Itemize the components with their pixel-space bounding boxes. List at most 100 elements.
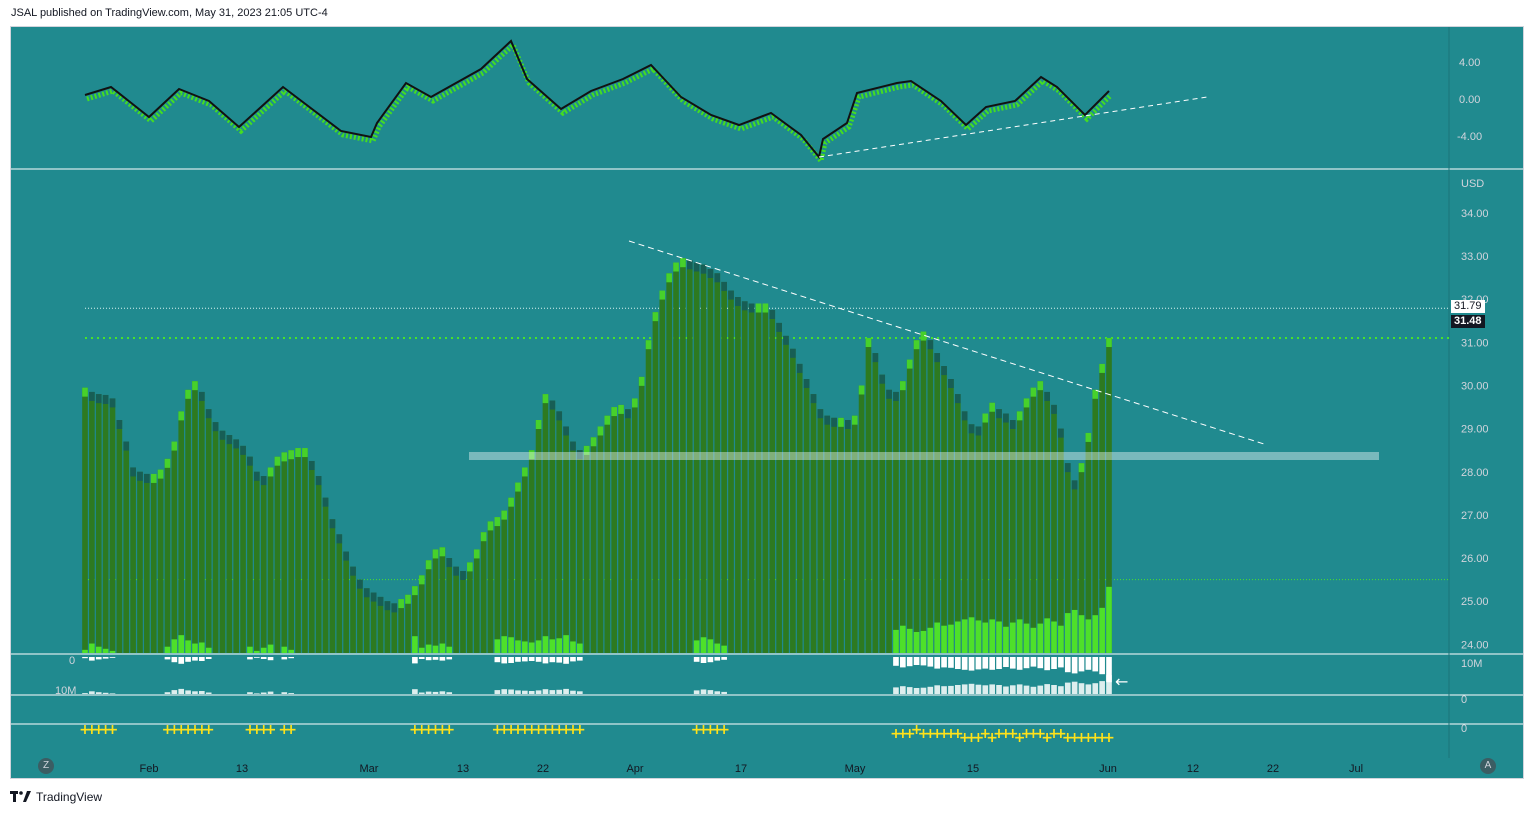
- volume-pane-bar-bottom: [446, 692, 453, 694]
- volume-pane-bar-top: [934, 657, 941, 669]
- price-bar: [989, 402, 995, 653]
- volume-pane-bar-bottom: [968, 683, 975, 694]
- price-bar: [233, 439, 240, 653]
- volume-pane-bar-top: [1016, 657, 1023, 670]
- price-bar-cap: [281, 452, 288, 462]
- date-axis[interactable]: [11, 758, 1524, 779]
- volume-pane-bar-bottom: [927, 686, 934, 694]
- date-axis-label: 12: [1187, 763, 1199, 775]
- price-bar: [1071, 480, 1078, 653]
- volume-pane-bar-bottom: [982, 685, 989, 694]
- price-bar-cap: [769, 309, 776, 319]
- price-bar-cap: [597, 426, 604, 436]
- price-bar-cap: [700, 264, 707, 274]
- price-bar-cap: [824, 415, 831, 425]
- volume-pane-bar-bottom: [89, 691, 95, 694]
- tradingview-icon: [10, 791, 31, 802]
- price-bar-cap: [528, 450, 535, 460]
- price-bar: [295, 448, 301, 653]
- price-bar: [487, 521, 494, 653]
- price-bar: [941, 366, 947, 653]
- price-bar-cap: [82, 387, 88, 397]
- volume-pane-bar-bottom: [95, 692, 102, 694]
- price-bar-cap: [260, 476, 267, 486]
- signal-marker: +: [966, 730, 978, 746]
- price-bar-cap: [625, 409, 631, 419]
- signal-marker: +: [93, 722, 105, 738]
- signal-marker: +: [711, 722, 723, 738]
- price-bar: [954, 394, 961, 653]
- price-bar: [508, 497, 514, 653]
- price-bar: [817, 409, 824, 653]
- publish-info-text: JSAL published on TradingView.com, May 3…: [11, 7, 328, 19]
- price-bar: [728, 290, 734, 653]
- price-bar: [590, 437, 597, 653]
- price-bar-cap: [920, 331, 927, 341]
- price-bar: [501, 510, 508, 653]
- price-bar: [439, 547, 446, 653]
- price-bar: [164, 458, 171, 653]
- signal-marker: +: [100, 722, 112, 738]
- price-bar-cap: [1078, 463, 1085, 473]
- price-bar-cap: [611, 407, 617, 417]
- price-bar-cap: [1099, 363, 1105, 373]
- signal-marker: +: [973, 730, 985, 746]
- price-bar: [693, 262, 700, 653]
- auto-scale-button[interactable]: A: [1480, 758, 1496, 774]
- signal-marker: +: [1000, 726, 1012, 742]
- volume-pane-bar-bottom: [1023, 685, 1030, 694]
- volume-pane-bar-top: [913, 657, 920, 665]
- volume-bar: [989, 619, 995, 653]
- osc-axis-tick: -4.00: [1457, 131, 1482, 143]
- price-axis-tick: 33.00: [1461, 251, 1489, 263]
- price-bar-cap: [233, 439, 240, 449]
- volume-bar: [260, 647, 267, 653]
- price-bar: [714, 273, 721, 653]
- price-axis-tick: 34.00: [1461, 208, 1489, 220]
- volume-pane-bar-bottom: [900, 686, 906, 694]
- volume-bar: [721, 645, 727, 653]
- signal-marker: +: [498, 722, 510, 738]
- price-bar: [260, 476, 267, 653]
- price-bar: [185, 389, 191, 653]
- price-bar-cap: [1003, 413, 1009, 423]
- tradingview-logo[interactable]: TradingView: [10, 790, 102, 804]
- volume-pane-bar-top: [528, 657, 535, 661]
- volume-pane-bar-bottom: [418, 692, 425, 694]
- chart-frame[interactable]: + + + + + + + + + + + + + + + + + + + + + + + + + + + + + + + + + + + + + + + +…: [10, 26, 1524, 779]
- price-bar: [363, 588, 370, 653]
- price-bar: [790, 348, 796, 653]
- price-bar: [357, 579, 363, 653]
- price-bar-cap: [989, 402, 995, 412]
- chart-canvas[interactable]: +++++ +++++++ ++++ ++ ++++++ +++++++++++++ +++…: [11, 27, 1524, 779]
- signal-marker: +: [512, 722, 524, 738]
- volume-bar: [707, 639, 714, 653]
- signal-marker: +: [285, 722, 297, 738]
- price-bar-cap: [267, 467, 274, 477]
- price-bar-cap: [1023, 398, 1030, 408]
- signal-marker: +: [705, 722, 717, 738]
- price-bar-cap: [542, 394, 549, 404]
- volume-pane-bar-top: [412, 657, 418, 664]
- scale-z-button[interactable]: Z: [38, 758, 54, 774]
- price-bar: [659, 290, 666, 653]
- price-bar: [597, 426, 604, 653]
- price-bar: [480, 532, 487, 653]
- date-axis-label: Mar: [360, 763, 379, 775]
- price-bar: [583, 445, 590, 653]
- price-bar: [1092, 389, 1099, 653]
- signal-marker: +: [409, 722, 421, 738]
- volume-pane-bar-bottom: [1092, 683, 1099, 694]
- signal-marker: +: [959, 730, 971, 746]
- price-bar: [831, 417, 837, 653]
- volume-right-label: 0: [1461, 694, 1467, 706]
- volume-pane-bar-bottom: [164, 692, 171, 694]
- volume-pane-bar-top: [95, 657, 102, 660]
- signal-marker: +: [86, 722, 98, 738]
- date-axis-label: 22: [1267, 763, 1279, 775]
- volume-bar: [982, 622, 989, 653]
- price-bar-cap: [934, 353, 941, 363]
- volume-bar: [948, 624, 954, 653]
- volume-left-label: 10M: [55, 685, 76, 697]
- price-bar: [563, 426, 569, 653]
